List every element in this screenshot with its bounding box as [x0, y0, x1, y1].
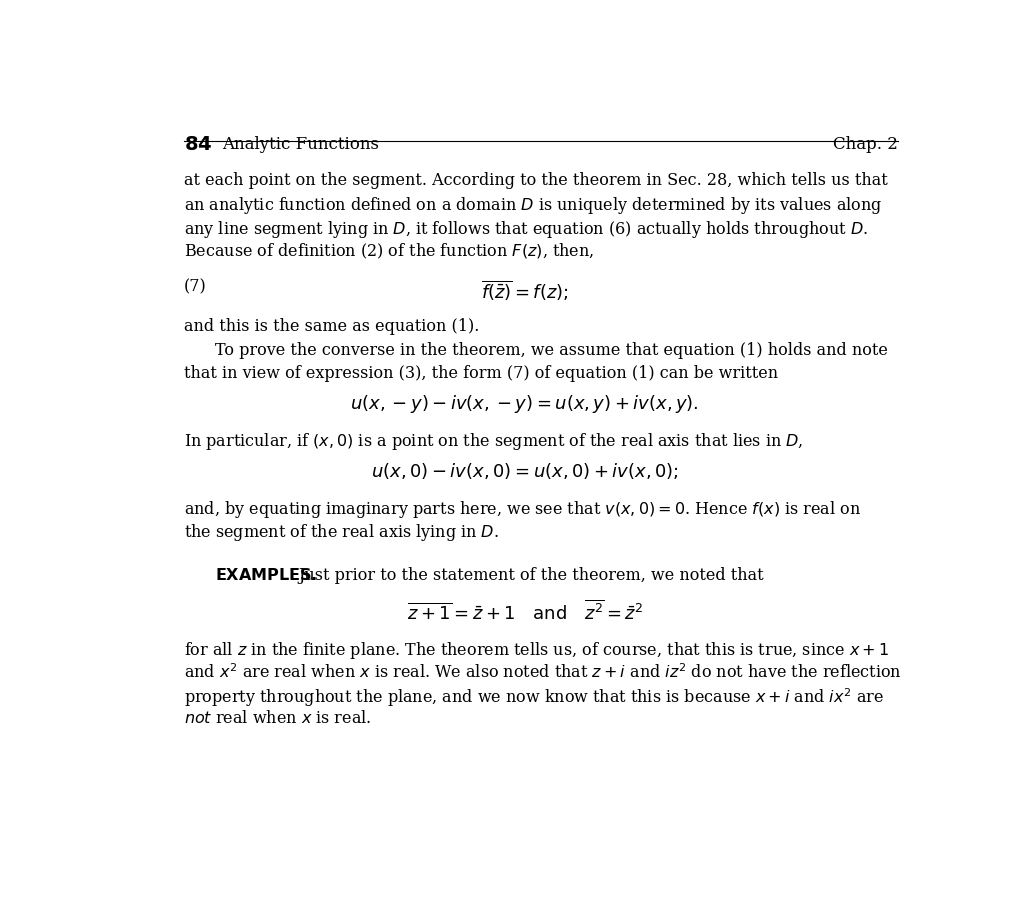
Text: $\mathbf{EXAMPLES.}$: $\mathbf{EXAMPLES.}$ [215, 567, 317, 584]
Text: (7): (7) [183, 279, 206, 295]
Text: any line segment lying in $D$, it follows that equation (6) actually holds throu: any line segment lying in $D$, it follow… [183, 219, 867, 240]
Text: and, by equating imaginary parts here, we see that $v(x, 0) = 0$. Hence $f(x)$ i: and, by equating imaginary parts here, w… [183, 499, 861, 520]
Text: and this is the same as equation (1).: and this is the same as equation (1). [183, 318, 479, 335]
Text: $\overline{f(\bar{z})} = f(z);$: $\overline{f(\bar{z})} = f(z);$ [481, 279, 568, 303]
Text: Just prior to the statement of the theorem, we noted that: Just prior to the statement of the theor… [299, 567, 764, 584]
Text: Chap. 2: Chap. 2 [833, 136, 898, 152]
Text: $\overline{z+1} = \bar{z}+1 \quad \mathrm{and} \quad \overline{z^2} = \bar{z}^2$: $\overline{z+1} = \bar{z}+1 \quad \mathr… [407, 600, 643, 624]
Text: at each point on the segment. According to the theorem in Sec. 28, which tells u: at each point on the segment. According … [183, 172, 888, 189]
Text: for all $z$ in the finite plane. The theorem tells us, of course, that this is t: for all $z$ in the finite plane. The the… [183, 640, 889, 661]
Text: Because of definition (2) of the function $F(z)$, then,: Because of definition (2) of the functio… [183, 242, 594, 261]
Text: To prove the converse in the theorem, we assume that equation (1) holds and note: To prove the converse in the theorem, we… [215, 342, 888, 359]
Text: the segment of the real axis lying in $D$.: the segment of the real axis lying in $D… [183, 522, 499, 544]
Text: Analytic Functions: Analytic Functions [221, 136, 379, 152]
Text: and $x^2$ are real when $x$ is real. We also noted that $z+i$ and $iz^2$ do not : and $x^2$ are real when $x$ is real. We … [183, 663, 901, 682]
Text: $u(x, 0) - iv(x, 0) = u(x, 0) + iv(x, 0);$: $u(x, 0) - iv(x, 0) = u(x, 0) + iv(x, 0)… [371, 462, 679, 482]
Text: In particular, if $(x, 0)$ is a point on the segment of the real axis that lies : In particular, if $(x, 0)$ is a point on… [183, 431, 803, 452]
Text: property throughout the plane, and we now know that this is because $x+i$ and $i: property throughout the plane, and we no… [183, 687, 884, 709]
Text: $\mathbf{84}$: $\mathbf{84}$ [183, 136, 212, 153]
Text: an analytic function defined on a domain $D$ is uniquely determined by its value: an analytic function defined on a domain… [183, 196, 882, 216]
Text: $\mathit{not}$ real when $x$ is real.: $\mathit{not}$ real when $x$ is real. [183, 710, 371, 727]
Text: $u(x, -y) - iv(x, -y) = u(x, y) + iv(x, y).$: $u(x, -y) - iv(x, -y) = u(x, y) + iv(x, … [350, 393, 699, 415]
Text: that in view of expression (3), the form (7) of equation (1) can be written: that in view of expression (3), the form… [183, 366, 777, 382]
